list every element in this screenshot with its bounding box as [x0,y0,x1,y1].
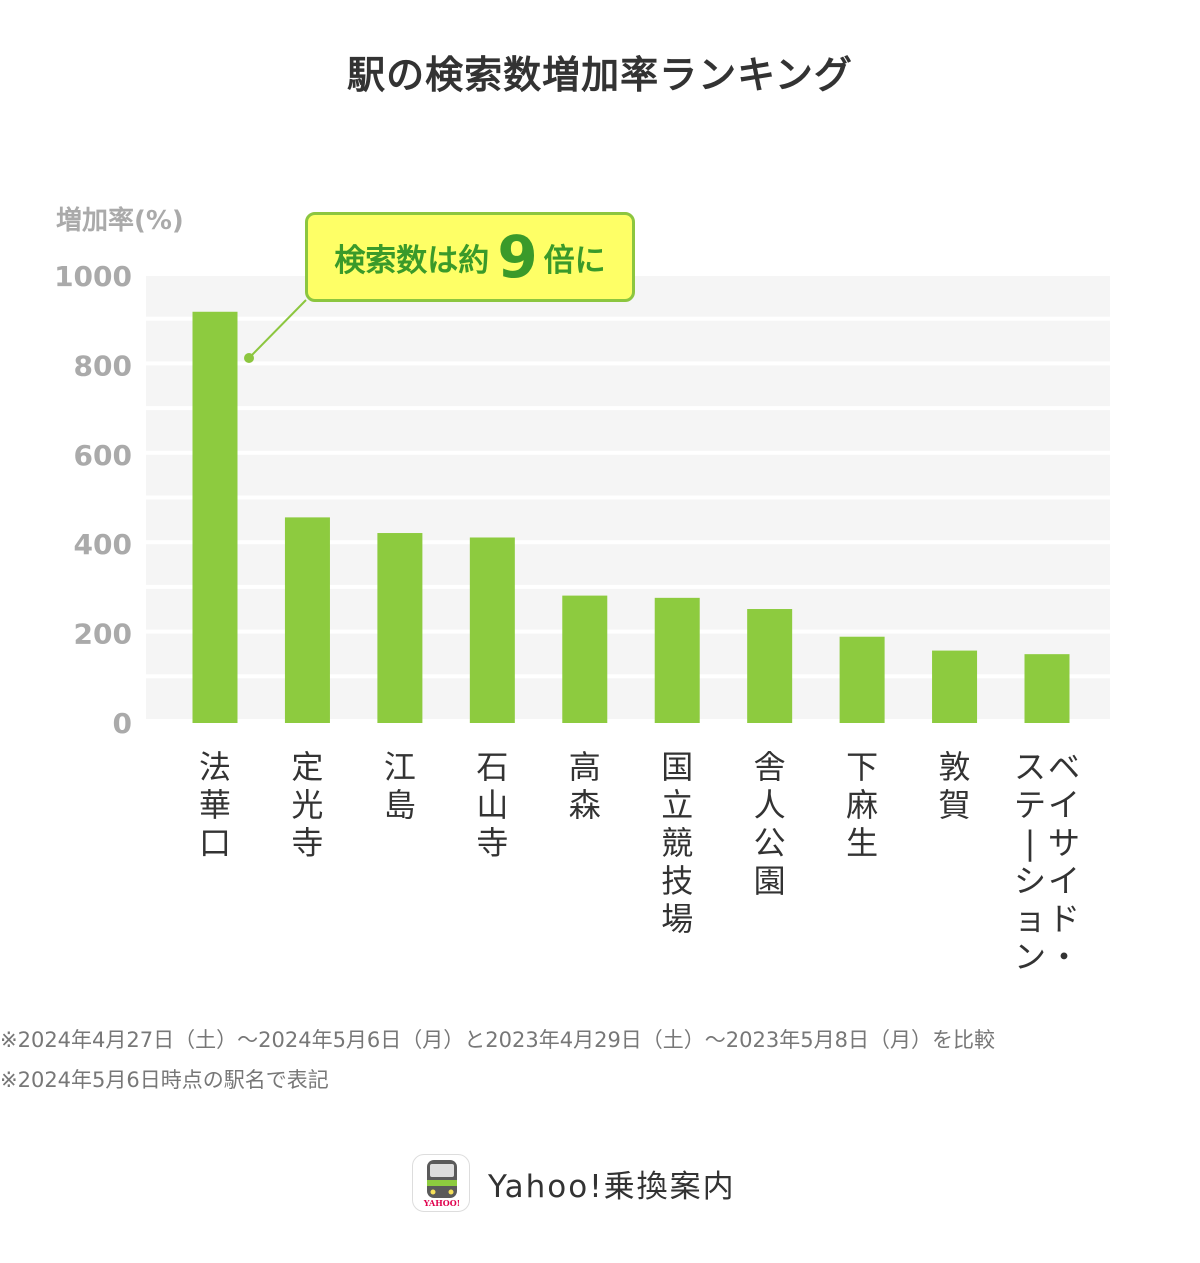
x-tick-label-char: ョ [1014,900,1046,938]
x-tick-label-char: ド [1048,900,1080,938]
x-tick-label-char: 寺 [291,824,323,862]
x-tick-label-char: 島 [384,786,416,824]
callout-prefix: 検索数は約 [334,242,490,279]
x-tick-label-char: 園 [754,862,786,900]
x-tick-label-char: 華 [199,786,231,824]
callout-box: 検索数は約 9 倍に [305,212,635,302]
x-tick-label-char: シ [1014,862,1046,900]
x-tick-label-char: 競 [661,824,693,862]
x-tick-label-char: 敦 [939,748,971,786]
x-tick-label-char: 高 [569,748,601,786]
y-tick-label: 600 [74,439,132,472]
x-tick-label-char: ス [1014,748,1046,786]
bar-9 [932,650,978,723]
grid-band [146,320,1110,362]
x-tick-label-char: ・ [1048,938,1080,976]
y-tick-label: 0 [113,707,132,740]
bar-1 [192,311,238,723]
x-tick-label-char: 麻 [846,786,878,824]
x-tick-label-char: 舎 [754,748,786,786]
x-tick-label-char: | [1025,824,1036,862]
x-tick-label-char: 公 [754,824,786,862]
y-tick-label: 1000 [54,260,132,293]
x-tick-label-char: サ [1048,824,1080,862]
y-tick-label: 800 [74,349,132,382]
x-tick-label-char: 定 [291,748,323,786]
yahoo-transit-train-icon: YAHOO! [412,1154,470,1212]
bar-8 [839,636,885,723]
callout-leader-dot [244,353,254,363]
x-tick-label-char: 江 [384,748,416,786]
footnote-comparison-period: ※2024年4月27日（土）～2024年5月6日（月）と2023年4月29日（土… [0,1028,995,1052]
x-tick-label-char: 森 [569,786,601,824]
x-tick-label-char: イ [1048,862,1080,900]
bar-4 [469,537,515,723]
x-tick-label-char: イ [1048,786,1080,824]
bars [192,311,1070,723]
icon-brand-text: YAHOO! [423,1198,460,1208]
x-tick-label-char: 下 [846,748,878,786]
x-tick-label-char: 国 [661,748,693,786]
brand-footer: YAHOO! Yahoo!乗換案内 [412,1153,736,1213]
x-tick-label-char: 山 [476,786,508,824]
x-tick-label-char: 賀 [939,786,971,824]
x-tick-label-char: 人 [754,786,786,824]
x-tick-label-char: 場 [661,900,693,938]
chart-title: 駅の検索数増加率ランキング [347,53,853,97]
grid-band [146,410,1110,451]
x-tick-label-char: 光 [291,786,323,824]
x-tick-label-char: テ [1014,786,1046,824]
bar-5 [562,595,608,723]
x-tick-label-char: 立 [661,786,693,824]
bar-7 [747,609,793,723]
callout-suffix: 倍に [543,242,606,279]
y-tick-label: 400 [74,528,132,561]
grid-band [146,365,1110,407]
footnote-station-names: ※2024年5月6日時点の駅名で表記 [0,1068,329,1092]
bar-10 [1024,654,1070,723]
x-tick-label-char: ベ [1048,748,1080,786]
bar-3 [377,533,423,723]
grid-band [146,454,1110,496]
bar-6 [654,597,700,723]
x-tick-label-char: 技 [661,862,693,900]
x-tick-label-char: 寺 [476,824,508,862]
bar-2 [284,517,330,723]
y-tick-labels: 0 200 400 600 800 1000 [54,260,132,740]
callout-leader-line [248,299,307,359]
x-tick-label-char: 口 [199,824,231,862]
x-tick-label-char: 法 [199,748,231,786]
x-tick-label-char: 生 [846,824,878,862]
footnotes: ※2024年4月27日（土）～2024年5月6日（月）と2023年4月29日（土… [0,1020,995,1100]
x-tick-label-char: ン [1014,938,1046,976]
brand-name: Yahoo!乗換案内 [488,1168,736,1205]
y-axis-label: 増加率(%) [56,206,184,236]
x-tick-label-char: 石 [476,748,508,786]
y-tick-label: 200 [74,618,132,651]
callout-number: 9 [497,223,538,291]
